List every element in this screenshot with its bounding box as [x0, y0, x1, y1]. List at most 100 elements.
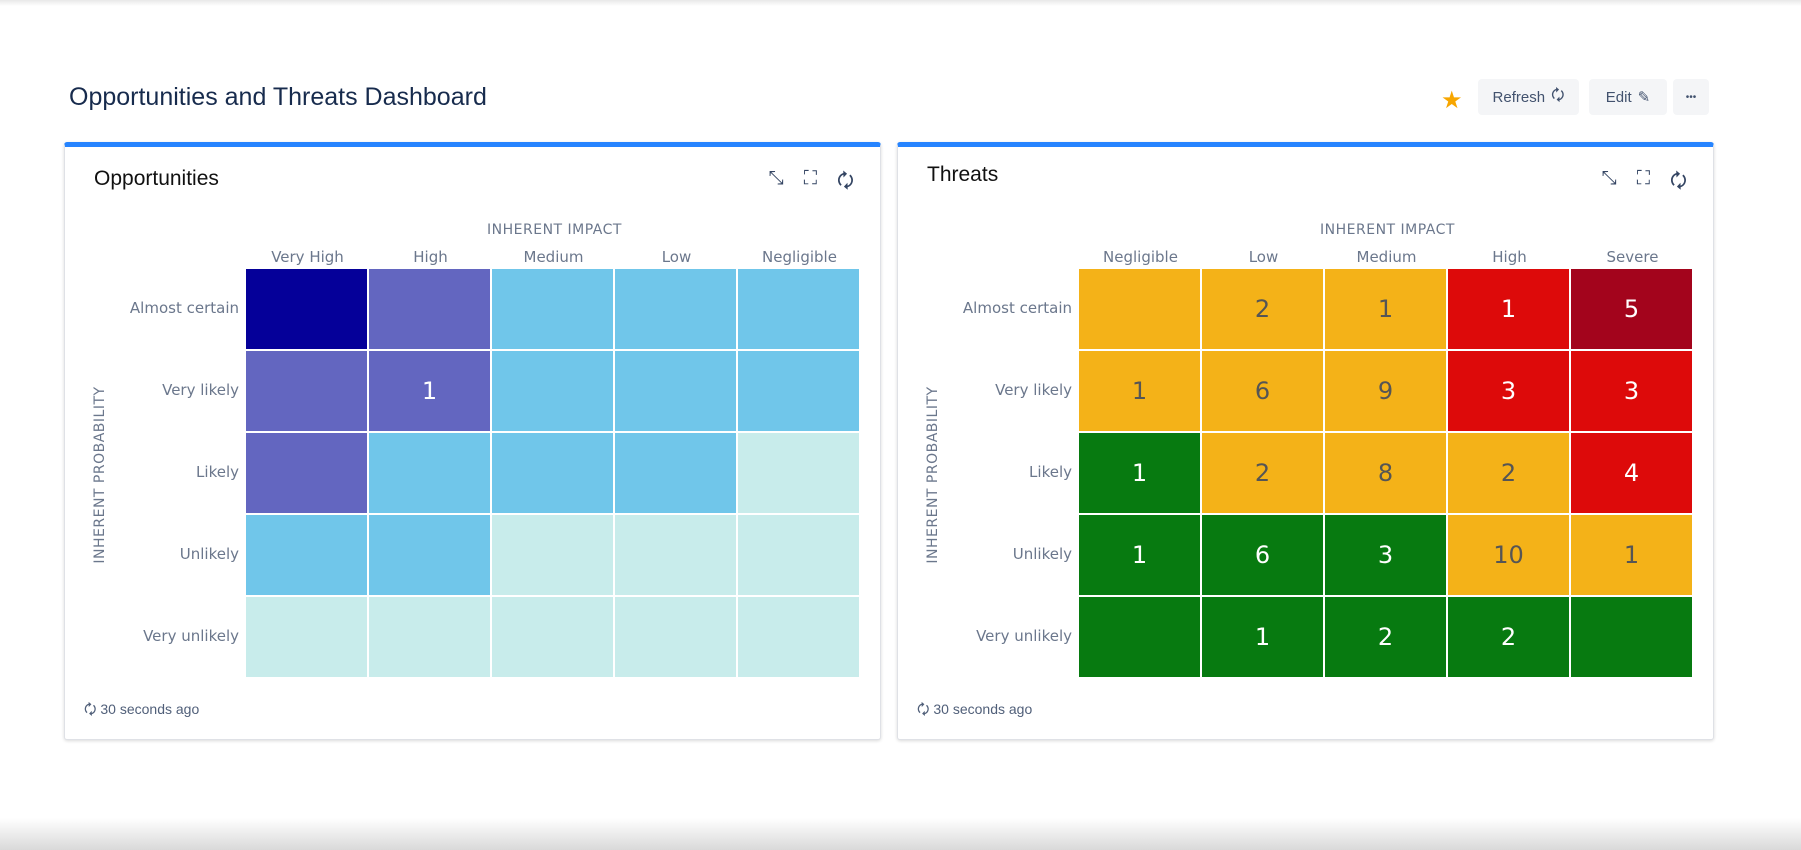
- matrix-cell[interactable]: 5: [1571, 269, 1692, 349]
- last-updated-text: 30 seconds ago: [100, 701, 200, 717]
- matrix-cell[interactable]: 2: [1448, 433, 1569, 513]
- pencil-icon: ✎: [1637, 89, 1651, 106]
- x-axis-label: INHERENT IMPACT: [1320, 222, 1455, 238]
- matrix-cell[interactable]: 6: [1202, 351, 1323, 431]
- row-header: Unlikely: [1012, 545, 1072, 563]
- matrix-cell[interactable]: [738, 515, 859, 595]
- column-header: Low: [1248, 248, 1279, 266]
- minimize-icon[interactable]: ⤡: [1601, 167, 1617, 189]
- matrix-cell[interactable]: [246, 351, 367, 431]
- matrix-cell[interactable]: 10: [1448, 515, 1569, 595]
- star-icon[interactable]: ★: [1441, 86, 1463, 114]
- row-header: Likely: [1029, 463, 1072, 481]
- matrix-cell[interactable]: 9: [1325, 351, 1446, 431]
- panel-title: Threats: [927, 163, 999, 186]
- x-axis-label: INHERENT IMPACT: [487, 222, 622, 238]
- opportunities-panel: Opportunities ⤡ ⛶ 🗘 INHERENT IMPACT INHERE…: [64, 142, 881, 740]
- page-title: Opportunities and Threats Dashboard: [69, 83, 487, 111]
- risk-matrix: 2 1 1 5 1 6 9 3 3 1 2 8 2 4 1 6 3 10 1 1 2 2: [1079, 269, 1692, 677]
- top-edge: [0, 0, 1801, 6]
- matrix-cell[interactable]: [738, 351, 859, 431]
- matrix-cell[interactable]: [615, 269, 736, 349]
- row-header: Almost certain: [129, 299, 239, 317]
- matrix-cell[interactable]: [369, 433, 490, 513]
- matrix-cell[interactable]: [738, 433, 859, 513]
- matrix-cell[interactable]: 4: [1571, 433, 1692, 513]
- matrix-cell[interactable]: [369, 515, 490, 595]
- matrix-cell[interactable]: [246, 433, 367, 513]
- matrix-cell[interactable]: [246, 269, 367, 349]
- threats-panel: Threats ⤡ ⛶ 🗘 INHERENT IMPACT INHERENT PRO…: [897, 142, 1714, 740]
- matrix-cell[interactable]: 3: [1325, 515, 1446, 595]
- matrix-cell[interactable]: [738, 597, 859, 677]
- matrix-cell[interactable]: [492, 351, 613, 431]
- matrix-cell[interactable]: 1: [1325, 269, 1446, 349]
- matrix-cell[interactable]: [369, 597, 490, 677]
- matrix-cell[interactable]: 3: [1448, 351, 1569, 431]
- matrix-cell[interactable]: 1: [1079, 351, 1200, 431]
- matrix-cell[interactable]: [492, 597, 613, 677]
- matrix-cell[interactable]: 1: [1571, 515, 1692, 595]
- risk-matrix: 1: [246, 269, 859, 677]
- matrix-cell[interactable]: [246, 597, 367, 677]
- column-header: Low: [661, 248, 692, 266]
- matrix-cell[interactable]: 1: [1448, 269, 1569, 349]
- matrix-cell[interactable]: [615, 433, 736, 513]
- matrix-cell[interactable]: 8: [1325, 433, 1446, 513]
- matrix-cell[interactable]: 2: [1202, 433, 1323, 513]
- last-updated: 🗘 30 seconds ago: [84, 699, 199, 723]
- matrix-cell[interactable]: [492, 515, 613, 595]
- matrix-cell[interactable]: [246, 515, 367, 595]
- last-updated: 🗘 30 seconds ago: [917, 699, 1032, 723]
- refresh-icon: 🗘: [84, 701, 101, 717]
- matrix-cell[interactable]: [1079, 597, 1200, 677]
- edit-button[interactable]: Edit ✎: [1589, 79, 1667, 115]
- refresh-icon[interactable]: 🗘: [837, 170, 854, 192]
- row-header: Unlikely: [179, 545, 239, 563]
- matrix-cell[interactable]: 1: [1202, 597, 1323, 677]
- matrix-cell[interactable]: [738, 269, 859, 349]
- matrix-cell[interactable]: [492, 269, 613, 349]
- panel-title: Opportunities: [94, 167, 219, 190]
- matrix-cell[interactable]: 1: [1079, 515, 1200, 595]
- matrix-cell[interactable]: [615, 597, 736, 677]
- edit-label: Edit: [1605, 88, 1632, 106]
- row-header: Likely: [196, 463, 239, 481]
- column-header: Very High: [271, 248, 344, 266]
- refresh-label: Refresh: [1492, 88, 1546, 106]
- fullscreen-icon[interactable]: ⛶: [803, 167, 818, 189]
- matrix-cell[interactable]: 2: [1202, 269, 1323, 349]
- minimize-icon[interactable]: ⤡: [768, 167, 784, 189]
- matrix-cell[interactable]: [1079, 269, 1200, 349]
- matrix-cell[interactable]: [492, 433, 613, 513]
- more-icon: •••: [1685, 91, 1697, 103]
- matrix-cell[interactable]: 1: [369, 351, 490, 431]
- column-header: Medium: [523, 248, 584, 266]
- column-header: High: [1492, 248, 1527, 266]
- row-header: Very likely: [162, 381, 239, 399]
- column-header: Negligible: [762, 248, 837, 266]
- column-header: Negligible: [1103, 248, 1178, 266]
- last-updated-text: 30 seconds ago: [933, 701, 1033, 717]
- refresh-icon: 🗘: [1551, 86, 1565, 104]
- column-header: High: [413, 248, 448, 266]
- matrix-cell[interactable]: 1: [1079, 433, 1200, 513]
- refresh-icon: 🗘: [917, 701, 934, 717]
- matrix-cell[interactable]: [615, 351, 736, 431]
- matrix-cell[interactable]: 6: [1202, 515, 1323, 595]
- fullscreen-icon[interactable]: ⛶: [1636, 167, 1651, 189]
- matrix-cell[interactable]: 2: [1325, 597, 1446, 677]
- bottom-edge: [0, 818, 1801, 850]
- matrix-cell[interactable]: [615, 515, 736, 595]
- row-header: Almost certain: [962, 299, 1072, 317]
- more-button[interactable]: •••: [1673, 79, 1709, 115]
- matrix-cell[interactable]: [1571, 597, 1692, 677]
- matrix-cell[interactable]: [369, 269, 490, 349]
- column-header: Severe: [1606, 248, 1659, 266]
- matrix-cell[interactable]: 2: [1448, 597, 1569, 677]
- matrix-cell[interactable]: 3: [1571, 351, 1692, 431]
- refresh-button[interactable]: Refresh 🗘: [1478, 79, 1579, 115]
- refresh-icon[interactable]: 🗘: [1670, 170, 1687, 192]
- row-header: Very likely: [995, 381, 1072, 399]
- column-header: Medium: [1356, 248, 1417, 266]
